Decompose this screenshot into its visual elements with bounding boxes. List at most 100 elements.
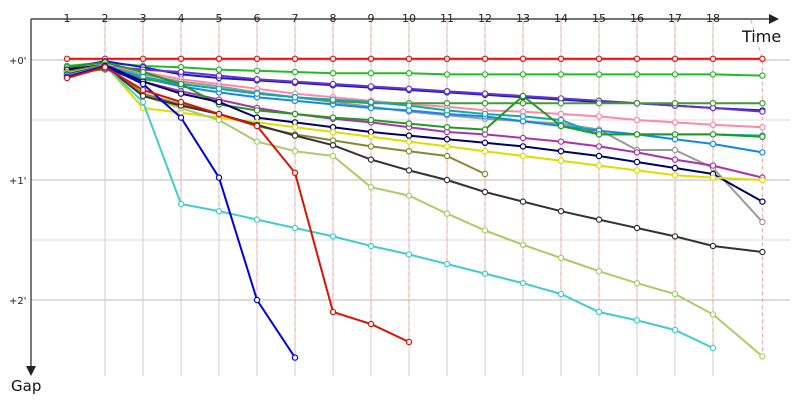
data-point — [443, 210, 451, 217]
data-point — [443, 123, 451, 131]
y-axis-arrow — [26, 366, 36, 376]
data-point — [139, 80, 147, 88]
data-point — [177, 98, 185, 106]
data-point — [671, 171, 679, 179]
data-point — [709, 242, 717, 250]
data-point — [405, 167, 413, 174]
data-point — [557, 254, 565, 262]
data-point — [481, 71, 489, 78]
data-point — [177, 114, 185, 121]
data-point — [759, 108, 766, 115]
data-point — [291, 93, 299, 101]
data-point — [481, 99, 489, 107]
data-point — [759, 248, 766, 256]
data-point — [139, 98, 147, 106]
data-point — [481, 126, 489, 133]
data-point — [595, 308, 603, 316]
data-point — [633, 149, 641, 156]
data-point — [291, 354, 299, 361]
data-point — [367, 116, 375, 124]
data-point — [405, 192, 413, 199]
data-point — [443, 135, 451, 143]
data-point — [329, 308, 337, 316]
data-point — [215, 174, 223, 181]
data-point — [709, 344, 717, 352]
data-point — [405, 251, 413, 258]
data-point — [63, 74, 71, 82]
data-point — [329, 55, 337, 63]
data-point — [557, 71, 565, 78]
data-point — [519, 99, 527, 107]
series-line — [66, 61, 763, 77]
x-tick-label: 15 — [592, 12, 606, 25]
data-point — [443, 87, 451, 95]
data-point — [519, 198, 527, 205]
data-point — [139, 55, 147, 63]
x-tick-label: 10 — [402, 12, 416, 25]
data-point — [101, 63, 109, 71]
data-point — [481, 188, 489, 196]
data-point — [405, 132, 413, 139]
x-tick-label: 3 — [140, 12, 147, 25]
data-point — [405, 69, 413, 77]
data-point — [253, 107, 261, 114]
data-point — [291, 169, 299, 176]
data-point — [63, 55, 71, 63]
data-point — [405, 338, 413, 346]
data-point — [709, 131, 717, 138]
x-axis-label: Time — [741, 27, 781, 46]
x-axis-arrow — [769, 14, 779, 24]
data-point — [595, 162, 603, 169]
data-point — [215, 85, 223, 93]
data-point — [759, 72, 766, 79]
data-point — [595, 131, 603, 138]
data-point — [671, 131, 679, 138]
data-point — [443, 143, 451, 150]
data-point — [595, 143, 603, 150]
data-point — [519, 134, 527, 142]
data-point — [367, 156, 375, 163]
data-point — [633, 71, 641, 78]
data-point — [557, 290, 565, 298]
data-point — [405, 85, 413, 93]
data-point — [329, 114, 337, 121]
data-point — [709, 174, 717, 181]
lap-connectors — [104, 19, 763, 358]
data-point — [215, 55, 223, 63]
data-point — [759, 99, 766, 107]
data-point — [671, 55, 679, 63]
data-point — [139, 86, 147, 94]
data-point — [367, 320, 375, 328]
data-point — [177, 80, 185, 88]
data-point — [759, 133, 766, 140]
series — [63, 55, 766, 361]
x-tick-label: 1 — [64, 12, 71, 25]
data-point — [405, 147, 413, 155]
data-point — [595, 55, 603, 63]
data-point — [671, 164, 679, 172]
data-point — [291, 68, 299, 76]
data-point — [253, 296, 261, 304]
axes: Time Gap — [11, 14, 781, 395]
data-point — [519, 152, 527, 160]
data-point — [557, 207, 565, 215]
data-point — [759, 218, 766, 226]
data-point — [291, 123, 299, 131]
data-point — [291, 110, 299, 118]
data-point — [633, 131, 641, 138]
data-point — [329, 152, 337, 160]
x-tick-label: 9 — [368, 12, 375, 25]
data-point — [215, 207, 223, 215]
data-point — [709, 121, 717, 129]
data-point — [633, 158, 641, 166]
data-point — [443, 176, 451, 184]
x-tick-label: 14 — [554, 12, 568, 25]
data-point — [557, 147, 565, 155]
data-point — [329, 69, 337, 77]
data-point — [759, 149, 766, 156]
data-point — [443, 55, 451, 63]
data-point — [329, 233, 337, 240]
data-point — [329, 96, 337, 103]
data-point — [519, 92, 527, 100]
